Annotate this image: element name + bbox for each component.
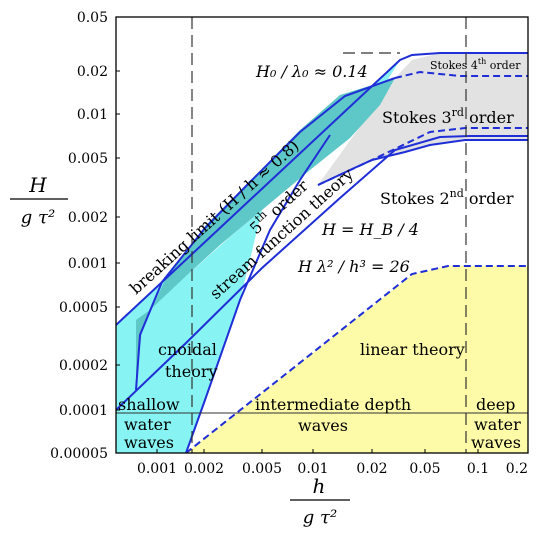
cnoidal-region <box>116 60 400 453</box>
y-axis-ticks: 0.05 0.02 0.01 0.005 0.002 0.001 0.0005 0.0002 0… <box>50 10 120 462</box>
y-tick-label: 0.0005 <box>59 300 108 316</box>
ursell-line <box>116 135 528 411</box>
h0-lambda0-label: H₀ / λ₀ ≈ 0.14 <box>255 62 368 81</box>
y-tick-label: 0.001 <box>68 256 108 272</box>
y-tick-label: 0.0002 <box>59 358 108 374</box>
y-tick-label: 0.05 <box>77 10 108 26</box>
y-tick-label: 0.02 <box>77 64 108 80</box>
linear-theory-region <box>186 266 528 453</box>
deep-label-1: deep <box>476 395 515 414</box>
y-tick-label: 0.005 <box>68 151 108 167</box>
y-tick-label: 0.0001 <box>59 403 108 419</box>
shallow-label-1: shallow <box>118 395 180 414</box>
stokes-higher-order-region <box>318 53 528 185</box>
y-tick-label: 0.002 <box>68 210 108 226</box>
breaking-limit-line <box>116 52 528 326</box>
y-label-denominator: g τ² <box>21 207 55 228</box>
x-label-numerator: h <box>313 474 326 498</box>
shallow-label-2: water <box>124 415 171 434</box>
intermediate-label-1: intermediate depth <box>255 395 411 414</box>
hb-label: H = H_B / 4 <box>321 220 419 239</box>
x-tick-label: 0.02 <box>356 461 387 477</box>
plot-frame <box>115 16 529 454</box>
y-tick-label: 0.00005 <box>50 446 108 462</box>
cnoidal-label-2: theory <box>165 362 218 381</box>
deep-label-2: water <box>474 415 521 434</box>
stream-function-boundary <box>135 77 396 391</box>
shallow-label-3: waves <box>124 433 174 452</box>
deep-label-3: waves <box>471 433 521 452</box>
y-tick-label: 0.01 <box>77 107 108 123</box>
x-label-denominator: g τ² <box>303 507 337 528</box>
stream-function-region <box>136 78 395 385</box>
x-tick-label: 0.002 <box>184 461 224 477</box>
y-axis-label: H g τ² <box>10 173 68 228</box>
y-label-numerator: H <box>28 173 47 197</box>
stokes-2nd-boundary <box>317 139 528 186</box>
cnoidal-upper-curve <box>185 134 331 453</box>
linear-dashed <box>185 265 528 453</box>
cnoidal-label-1: cnoidal <box>158 340 217 359</box>
x-tick-label: 0.001 <box>137 461 177 477</box>
stokes-4th-dashed <box>394 70 528 79</box>
x-tick-label: 0.05 <box>409 461 440 477</box>
stokes-3rd-label: Stokes 3rd order <box>382 106 514 127</box>
x-tick-label: 0.005 <box>242 461 282 477</box>
ursell-label: H λ² / h³ = 26 <box>297 257 410 276</box>
x-tick-label: 0.1 <box>467 461 489 477</box>
x-tick-label: 0.01 <box>297 461 328 477</box>
x-axis-ticks: 0.001 0.002 0.005 0.01 0.02 0.05 0.1 0.2 <box>137 449 529 477</box>
linear-theory-label: linear theory <box>360 340 465 359</box>
intermediate-label-2: waves <box>298 416 348 435</box>
x-axis-label: h g τ² <box>290 474 350 528</box>
x-tick-label: 0.2 <box>506 461 528 477</box>
stokes-4th-label: Stokes 4th order <box>430 57 521 72</box>
stokes-2nd-label: Stokes 2nd order <box>380 187 514 208</box>
